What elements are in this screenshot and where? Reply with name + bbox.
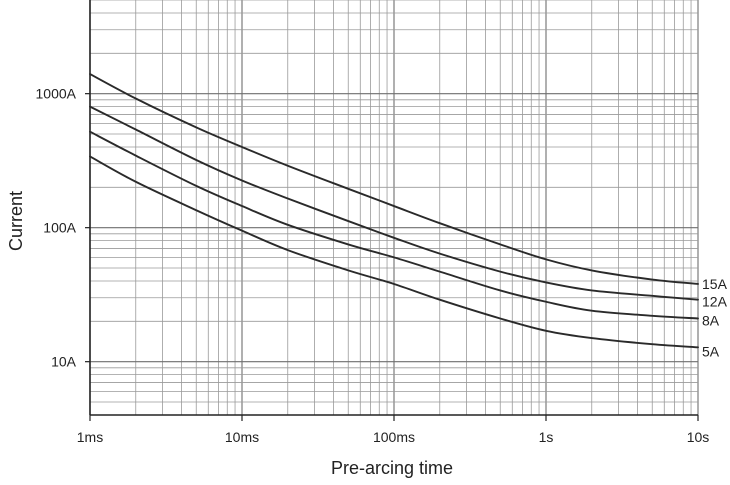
tick-labels: 1ms 10ms 100ms 1s 10s 10A 100A 1000A 15A 12A 8A 5A bbox=[36, 86, 728, 445]
series-line-8a bbox=[89, 130, 699, 320]
series-line-15a bbox=[89, 73, 699, 285]
series-lines bbox=[89, 73, 699, 349]
y-tick-label: 100A bbox=[43, 220, 76, 236]
x-tick-label: 10s bbox=[687, 429, 710, 445]
grid bbox=[89, 0, 699, 416]
series-label-12a: 12A bbox=[702, 294, 728, 310]
y-tick-label: 10A bbox=[51, 354, 77, 370]
axes bbox=[85, 0, 699, 421]
x-tick-label: 10ms bbox=[225, 429, 259, 445]
series-label-15a: 15A bbox=[702, 276, 728, 292]
series-label-5a: 5A bbox=[702, 343, 720, 359]
x-tick-label: 100ms bbox=[373, 429, 415, 445]
x-tick-label: 1s bbox=[539, 429, 554, 445]
series-label-8a: 8A bbox=[702, 312, 720, 328]
x-tick-label: 1ms bbox=[77, 429, 103, 445]
series-line-5a bbox=[89, 155, 699, 349]
x-axis-label: Pre-arcing time bbox=[331, 458, 453, 478]
y-tick-label: 1000A bbox=[36, 86, 77, 102]
y-axis-label: Current bbox=[6, 191, 26, 251]
series-line-12a bbox=[89, 105, 699, 301]
